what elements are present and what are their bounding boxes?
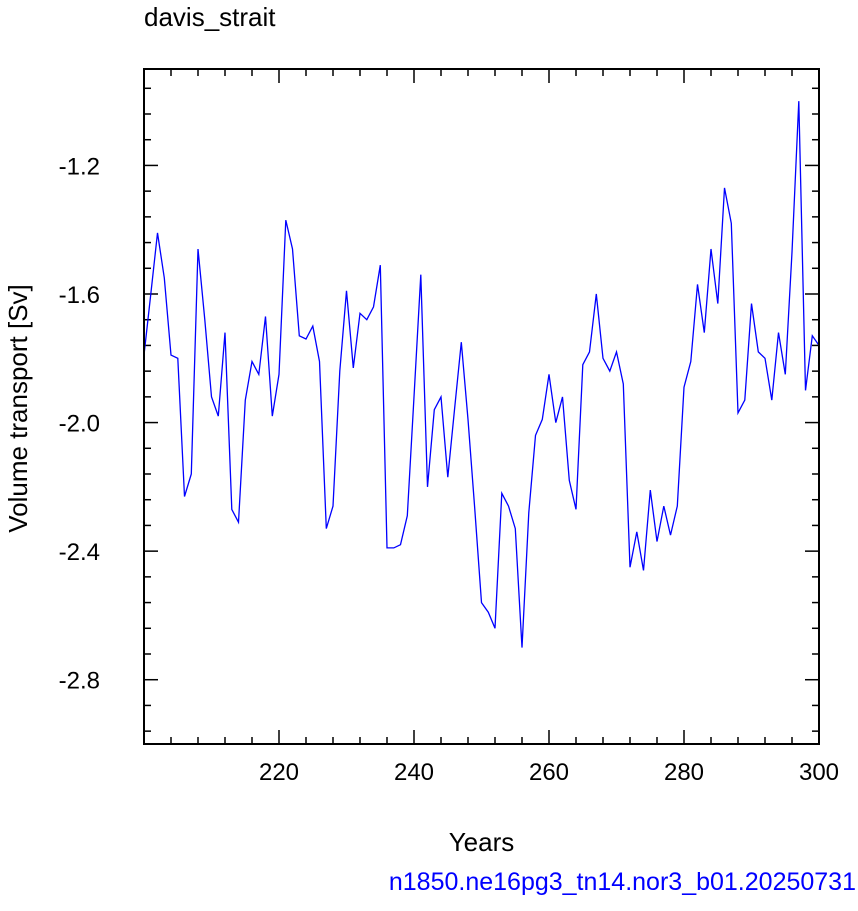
x-tick-label: 220 xyxy=(259,759,299,786)
series-line xyxy=(143,101,820,648)
y-tick-label: -2.4 xyxy=(59,539,100,566)
y-tick-label: -2.0 xyxy=(59,411,100,438)
x-tick-label: 240 xyxy=(394,759,434,786)
x-tick-label: 260 xyxy=(529,759,569,786)
y-tick-label: -2.8 xyxy=(59,668,100,695)
x-tick-label: 280 xyxy=(664,759,704,786)
y-tick-label: -1.6 xyxy=(59,282,100,309)
x-tick-labels: 220 240 260 280 300 xyxy=(259,759,839,786)
y-tick-labels: -1.2 -1.6 -2.0 -2.4 -2.8 xyxy=(59,153,100,694)
x-axis-label: Years xyxy=(449,827,515,857)
plot-frame xyxy=(143,68,820,745)
x-tick-label: 300 xyxy=(799,759,839,786)
y-axis-label: Volume transport [Sv] xyxy=(3,284,33,533)
case-name-footer: n1850.ne16pg3_tn14.nor3_b01.20250731 xyxy=(388,868,856,896)
y-tick-label: -1.2 xyxy=(59,153,100,180)
tick-marks xyxy=(144,69,820,744)
chart-title: davis_strait xyxy=(144,2,276,32)
